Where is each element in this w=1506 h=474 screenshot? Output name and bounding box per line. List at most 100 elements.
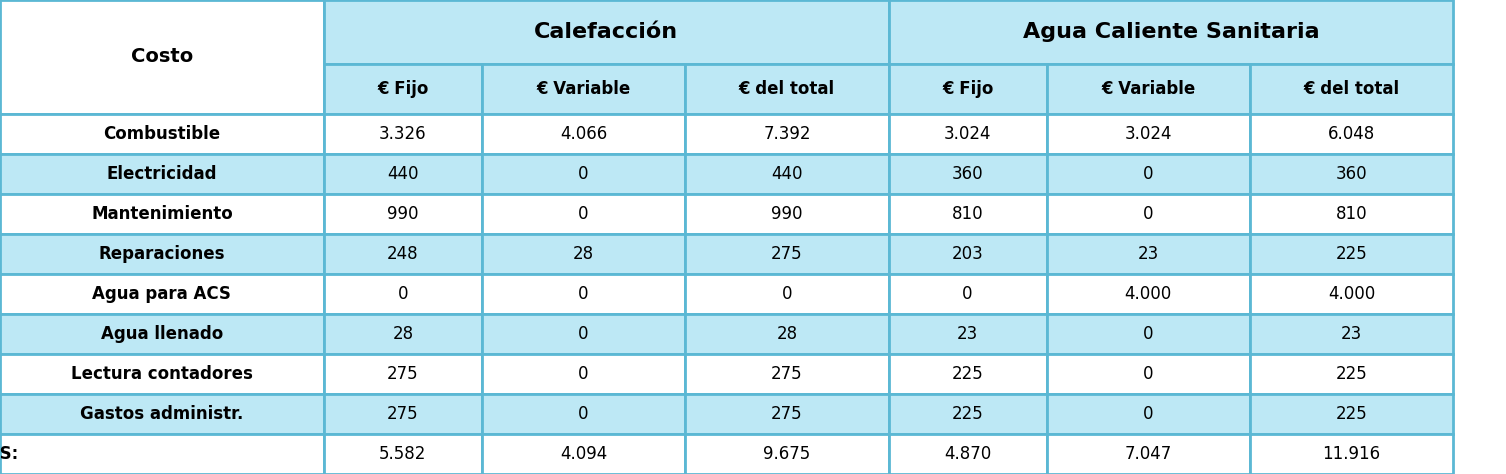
FancyBboxPatch shape [1250, 354, 1453, 394]
Text: 11.916: 11.916 [1322, 445, 1381, 463]
Text: 9.675: 9.675 [764, 445, 810, 463]
FancyBboxPatch shape [685, 434, 889, 474]
Text: 360: 360 [1336, 165, 1367, 183]
Text: Mantenimiento: Mantenimiento [90, 205, 233, 223]
Text: 7.047: 7.047 [1125, 445, 1172, 463]
Text: Agua Caliente Sanitaria: Agua Caliente Sanitaria [1023, 22, 1319, 42]
FancyBboxPatch shape [1250, 394, 1453, 434]
Text: € Variable: € Variable [1101, 80, 1196, 98]
Text: 360: 360 [952, 165, 983, 183]
Text: 225: 225 [1336, 365, 1367, 383]
FancyBboxPatch shape [1250, 234, 1453, 274]
FancyBboxPatch shape [889, 314, 1047, 354]
FancyBboxPatch shape [482, 274, 685, 314]
FancyBboxPatch shape [482, 64, 685, 114]
FancyBboxPatch shape [482, 154, 685, 194]
Text: 440: 440 [387, 165, 419, 183]
FancyBboxPatch shape [482, 234, 685, 274]
Text: Reparaciones: Reparaciones [99, 245, 224, 263]
FancyBboxPatch shape [0, 0, 324, 114]
FancyBboxPatch shape [482, 314, 685, 354]
FancyBboxPatch shape [889, 154, 1047, 194]
FancyBboxPatch shape [685, 234, 889, 274]
FancyBboxPatch shape [685, 64, 889, 114]
Text: 0: 0 [1143, 325, 1154, 343]
FancyBboxPatch shape [889, 194, 1047, 234]
FancyBboxPatch shape [0, 394, 324, 434]
Text: 4.000: 4.000 [1125, 285, 1172, 303]
Text: 0: 0 [578, 165, 589, 183]
FancyBboxPatch shape [685, 114, 889, 154]
FancyBboxPatch shape [889, 0, 1453, 64]
Text: 0: 0 [578, 285, 589, 303]
Text: 225: 225 [1336, 405, 1367, 423]
FancyBboxPatch shape [324, 394, 482, 434]
Text: 0: 0 [962, 285, 973, 303]
Text: € del total: € del total [739, 80, 834, 98]
FancyBboxPatch shape [1047, 64, 1250, 114]
Text: Costo: Costo [131, 47, 193, 66]
FancyBboxPatch shape [0, 434, 324, 474]
FancyBboxPatch shape [889, 234, 1047, 274]
Text: 275: 275 [771, 365, 803, 383]
Text: 0: 0 [398, 285, 408, 303]
FancyBboxPatch shape [685, 314, 889, 354]
FancyBboxPatch shape [1250, 194, 1453, 234]
Text: 0: 0 [1143, 205, 1154, 223]
FancyBboxPatch shape [482, 434, 685, 474]
Text: 275: 275 [387, 405, 419, 423]
Text: 4.066: 4.066 [560, 125, 607, 143]
FancyBboxPatch shape [1250, 434, 1453, 474]
Text: TOTALES:: TOTALES: [0, 445, 20, 463]
Text: 23: 23 [1340, 325, 1363, 343]
Text: 7.392: 7.392 [764, 125, 810, 143]
Text: € Fijo: € Fijo [941, 80, 994, 98]
Text: Gastos administr.: Gastos administr. [80, 405, 244, 423]
FancyBboxPatch shape [0, 274, 324, 314]
Text: 4.870: 4.870 [944, 445, 991, 463]
Text: 23: 23 [956, 325, 979, 343]
Text: 810: 810 [952, 205, 983, 223]
FancyBboxPatch shape [0, 154, 324, 194]
FancyBboxPatch shape [324, 114, 482, 154]
FancyBboxPatch shape [1250, 274, 1453, 314]
Text: 440: 440 [771, 165, 803, 183]
FancyBboxPatch shape [685, 354, 889, 394]
Text: 0: 0 [1143, 405, 1154, 423]
Text: 6.048: 6.048 [1328, 125, 1375, 143]
FancyBboxPatch shape [0, 314, 324, 354]
FancyBboxPatch shape [685, 394, 889, 434]
Text: 3.024: 3.024 [1125, 125, 1172, 143]
Text: Calefacción: Calefacción [535, 22, 678, 42]
FancyBboxPatch shape [1047, 354, 1250, 394]
Text: € del total: € del total [1304, 80, 1399, 98]
Text: € Fijo: € Fijo [376, 80, 429, 98]
Text: 203: 203 [952, 245, 983, 263]
Text: 3.024: 3.024 [944, 125, 991, 143]
Text: 4.094: 4.094 [560, 445, 607, 463]
FancyBboxPatch shape [482, 394, 685, 434]
FancyBboxPatch shape [324, 194, 482, 234]
Text: 275: 275 [387, 365, 419, 383]
FancyBboxPatch shape [324, 314, 482, 354]
FancyBboxPatch shape [685, 154, 889, 194]
Text: Combustible: Combustible [104, 125, 220, 143]
Text: Electricidad: Electricidad [107, 165, 217, 183]
Text: Lectura contadores: Lectura contadores [71, 365, 253, 383]
FancyBboxPatch shape [1047, 274, 1250, 314]
Text: 0: 0 [578, 405, 589, 423]
Text: 28: 28 [776, 325, 798, 343]
Text: 3.326: 3.326 [380, 125, 426, 143]
Text: 0: 0 [578, 325, 589, 343]
Text: 990: 990 [771, 205, 803, 223]
FancyBboxPatch shape [1250, 114, 1453, 154]
Text: 275: 275 [771, 405, 803, 423]
Text: 225: 225 [952, 365, 983, 383]
FancyBboxPatch shape [685, 194, 889, 234]
Text: 5.582: 5.582 [380, 445, 426, 463]
FancyBboxPatch shape [889, 354, 1047, 394]
Text: 4.000: 4.000 [1328, 285, 1375, 303]
Text: Agua para ACS: Agua para ACS [92, 285, 232, 303]
FancyBboxPatch shape [1047, 434, 1250, 474]
Text: 0: 0 [578, 205, 589, 223]
